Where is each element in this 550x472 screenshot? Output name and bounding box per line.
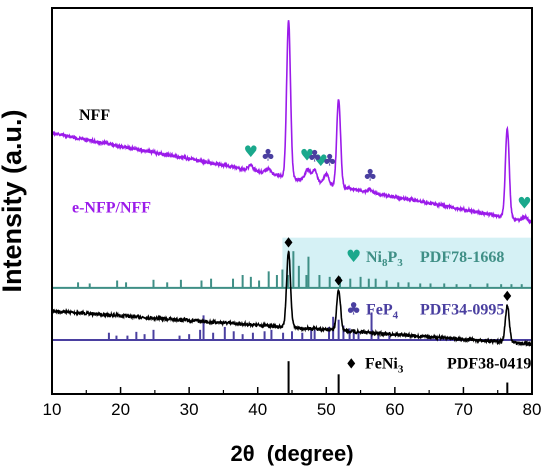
- x-tick-label-70: 70: [454, 400, 473, 419]
- peak-marker: ♦: [332, 273, 345, 289]
- formula-part-sub1: 4: [393, 309, 399, 321]
- reference-pdf: PDF78-1668: [420, 249, 504, 266]
- series-label-enfp: e-NFP/NFF: [72, 200, 151, 217]
- peak-markers: ♦♦♦♥ ♥ ♥♥♣ ♣ ♣♣: [244, 142, 532, 305]
- peak-marker: ♣: [323, 151, 337, 170]
- peak-marker: ♣: [307, 147, 321, 166]
- formula-part-mid: P: [388, 249, 398, 266]
- formula-part-formula: FeNi: [365, 355, 398, 372]
- reference-symbol: ♣: [346, 299, 361, 319]
- peak-marker: ♦: [501, 289, 514, 305]
- peak-marker: ♦: [282, 235, 295, 251]
- x-tick-label-20: 20: [111, 400, 130, 419]
- x-tick-label-60: 60: [385, 400, 404, 419]
- reference-highlight: [282, 237, 532, 287]
- x-tick-label-40: 40: [248, 400, 267, 419]
- x-axis: 10 20 30 40 50 60 70 80: [43, 387, 542, 419]
- reference-pattern-PDF38-0419: [287, 361, 509, 394]
- formula-part-formula: FeP: [366, 301, 393, 318]
- x-tick-label-80: 80: [523, 400, 542, 419]
- formula-part-sub2: 3: [397, 257, 403, 269]
- x-axis-label-unit: (degree): [267, 441, 354, 466]
- peak-marker: ♣: [363, 166, 377, 185]
- peak-marker: ♥: [244, 142, 258, 161]
- y-axis-label: Intensity (a.u.): [0, 109, 27, 292]
- label-layer: ♥ Ni8P3 PDF78-1668♣ FeP4 PDF34-0995♦ FeNi3 PDF…: [72, 107, 531, 375]
- formula-part-sub1: 8: [382, 257, 388, 269]
- x-axis-label-symbol: 2θ: [230, 441, 254, 466]
- peak-marker: ♣: [261, 145, 275, 164]
- series-layer: [51, 20, 533, 348]
- peak-marker: ♥: [517, 194, 531, 213]
- x-tick-label-50: 50: [317, 400, 336, 419]
- reference-symbol: ♥: [346, 247, 361, 267]
- x-tick-label-30: 30: [180, 400, 199, 419]
- peak-marker: ♥: [300, 145, 314, 164]
- peak-marker: ♥: [314, 151, 328, 170]
- x-axis-label: 2θ (degree): [230, 441, 353, 466]
- reference-formula: Ni8P3: [366, 249, 403, 269]
- reference-pdf: PDF38-0419: [447, 355, 531, 372]
- reference-formula: FeP4: [366, 301, 399, 321]
- series-line-NFF: [51, 250, 533, 348]
- reference-formula: FeNi3: [365, 355, 404, 375]
- series-label-nff: NFF: [79, 107, 110, 124]
- reference-symbol: ♦: [345, 356, 358, 372]
- x-tick-label-10: 10: [43, 400, 62, 419]
- reference-pattern-PDF78-1668: [52, 251, 532, 289]
- highlight-layer: [282, 237, 532, 287]
- series-line-e-NFP/NFF: [51, 20, 533, 225]
- reference-pdf: PDF34-0995: [420, 301, 504, 318]
- formula-part-sub1: 3: [398, 363, 404, 375]
- formula-part-formula: Ni: [366, 249, 383, 266]
